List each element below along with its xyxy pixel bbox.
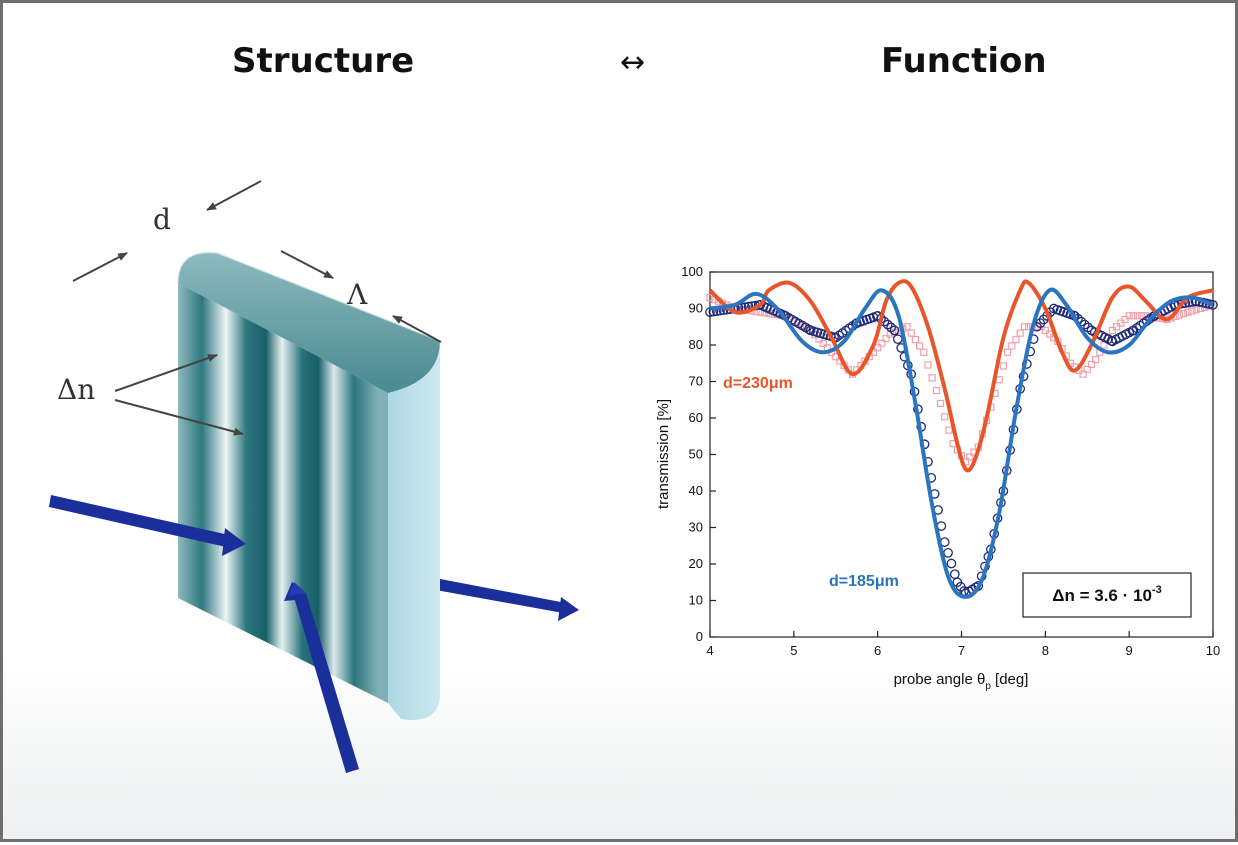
annotation-box [1022, 572, 1192, 618]
x-axis-label: probe angle θp [deg] [894, 671, 1029, 692]
measured-point-230 [706, 293, 714, 302]
d-arrow-right [72, 252, 128, 282]
thickness-label: d [153, 203, 171, 236]
measured-point-185 [889, 325, 900, 336]
x-tick-label: 9 [1126, 643, 1133, 658]
grating-illustration: d Λ Δn [49, 180, 579, 773]
measured-point-230 [936, 399, 945, 407]
index-pointer-lower [114, 399, 244, 436]
double-arrow-icon: ↔ [620, 45, 646, 80]
measured-point-230 [915, 342, 924, 350]
measured-point-230 [1175, 311, 1184, 319]
series-label-230: d=230μm [723, 375, 793, 392]
d-arrow-left [206, 180, 262, 211]
measured-point-230 [1045, 330, 1054, 338]
x-tick-label: 6 [874, 643, 881, 658]
measured-point-230 [882, 335, 890, 343]
measured-point-230 [924, 361, 932, 369]
measured-point-230 [1188, 307, 1196, 315]
measured-point-230 [932, 387, 940, 395]
structure-title: Structure [232, 41, 415, 81]
measured-point-230 [1117, 319, 1125, 327]
measured-point-230 [1184, 308, 1192, 316]
measured-point-230 [1133, 312, 1142, 320]
x-axis-label-main: probe angle θ [894, 671, 986, 688]
measured-point-230 [1138, 312, 1146, 320]
measured-point-230 [1020, 323, 1028, 331]
period-arrow-left [392, 315, 442, 343]
fit-line-185 [709, 287, 1214, 599]
x-tick-label: 10 [1206, 643, 1220, 658]
measured-point-230 [920, 348, 928, 356]
x-tick-label: 8 [1042, 643, 1049, 658]
annotation-text: Δn = 3.6 · 10-3 [1052, 584, 1161, 605]
measured-point-230 [1129, 312, 1137, 320]
annotation-main: Δn = 3.6 · 10 [1052, 586, 1152, 605]
measured-point-230 [1004, 348, 1012, 356]
series-label-185: d=185μm [829, 573, 899, 590]
measured-point-230 [1180, 310, 1188, 318]
measured-point-185 [882, 319, 893, 330]
measured-point-230 [1016, 329, 1024, 337]
grating-slab [177, 251, 441, 720]
measured-point-230 [878, 339, 886, 347]
grating-period-label: Λ [346, 278, 368, 311]
y-tick-label: 20 [689, 556, 703, 571]
fit-line-230 [708, 279, 1214, 473]
y-tick-label: 0 [696, 629, 703, 644]
measured-point-230 [1121, 315, 1129, 324]
measured-point-230 [1125, 312, 1133, 320]
measured-point-185 [886, 322, 896, 333]
x-tick-label: 5 [790, 643, 797, 658]
measured-point-230 [945, 426, 953, 434]
measured-point-230 [911, 335, 919, 344]
index-pointer-upper [114, 354, 218, 392]
measured-point-230 [1079, 370, 1087, 378]
y-tick-label: 10 [689, 593, 703, 608]
x-axis-label-unit: [deg] [995, 671, 1028, 688]
measured-point-230 [907, 329, 915, 337]
measured-point-230 [999, 362, 1008, 370]
measured-point-230 [928, 374, 936, 382]
measured-point-230 [1112, 323, 1121, 331]
y-tick-label: 70 [689, 374, 703, 389]
y-tick-label: 50 [689, 447, 703, 462]
y-tick-label: 30 [689, 520, 703, 535]
y-axis-label: transmission [%] [655, 399, 672, 509]
x-tick-label: 4 [706, 643, 713, 658]
x-tick-label: 7 [958, 643, 965, 658]
measured-point-230 [941, 413, 949, 421]
y-tick-label: 100 [681, 264, 703, 279]
y-tick-label: 80 [689, 337, 703, 352]
measured-point-230 [1008, 342, 1016, 350]
function-title: Function [881, 41, 1047, 81]
measured-point-230 [1092, 355, 1100, 364]
measured-point-230 [903, 323, 911, 331]
measured-point-185 [946, 558, 957, 569]
measured-point-230 [1012, 335, 1020, 344]
annotation-exponent: -3 [1152, 584, 1162, 596]
measured-point-230 [1041, 326, 1049, 335]
incident-beam-bottom [284, 582, 359, 773]
x-axis-label-subscript: p [985, 681, 991, 692]
y-tick-label: 90 [689, 301, 703, 316]
measured-point-230 [1108, 326, 1116, 335]
y-tick-label: 60 [689, 410, 703, 425]
measured-point-230 [1087, 360, 1096, 369]
measured-point-230 [874, 344, 882, 352]
measured-point-185 [804, 324, 814, 335]
measured-point-230 [966, 453, 974, 461]
measured-point-230 [1083, 365, 1091, 373]
period-arrow-right [280, 250, 334, 279]
index-modulation-label: Δn [57, 373, 95, 406]
incident-beam-left [49, 495, 246, 556]
measured-point-230 [1192, 306, 1200, 314]
y-tick-label: 40 [689, 483, 703, 498]
measured-point-185 [1083, 322, 1093, 333]
measured-point-230 [819, 339, 827, 348]
